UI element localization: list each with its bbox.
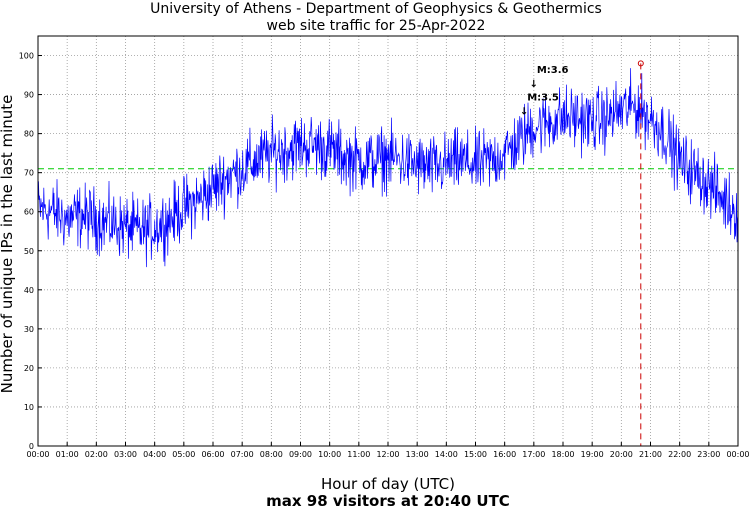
x-tick-label: 07:00 [231, 450, 254, 459]
x-tick-label: 15:00 [464, 450, 487, 459]
x-tick-label: 14:00 [435, 450, 458, 459]
y-tick-label: 30 [24, 325, 34, 334]
chart-subtitle: web site traffic for 25-Apr-2022 [267, 18, 486, 34]
grid-lines [38, 36, 738, 446]
x-tick-label: 08:00 [260, 450, 283, 459]
earthquake-label: M:3.5 [527, 92, 559, 103]
y-tick-label: 70 [24, 169, 34, 178]
y-tick-label: 50 [24, 247, 34, 256]
x-tick-label: 13:00 [406, 450, 429, 459]
y-tick-label: 10 [24, 403, 34, 412]
x-tick-label: 04:00 [143, 450, 166, 459]
x-axis-label: Hour of day (UTC) [321, 475, 455, 493]
x-tick-label: 05:00 [172, 450, 195, 459]
x-tick-label: 16:00 [493, 450, 516, 459]
y-tick-label: 40 [24, 286, 34, 295]
x-tick-label: 09:00 [289, 450, 312, 459]
x-tick-label: 19:00 [581, 450, 604, 459]
x-axis: 00:00 01:00 02:00 03:00 04:00 05:00 06:00 07:00… [26, 442, 750, 459]
x-tick-label: 18:00 [551, 450, 574, 459]
series-line [37, 68, 739, 268]
x-tick-label: 01:00 [56, 450, 79, 459]
x-tick-label: 20:00 [610, 450, 633, 459]
y-tick-label: 90 [24, 91, 34, 100]
x-tick-label: 03:00 [114, 450, 137, 459]
y-tick-label: 20 [24, 364, 34, 373]
x-tick-label: 10:00 [318, 450, 341, 459]
x-tick-label: 00:00 [26, 450, 49, 459]
x-tick-label: 00:00 [726, 450, 749, 459]
chart-title: University of Athens - Department of Geo… [150, 1, 602, 17]
summary-label: max 98 visitors at 20:40 UTC [266, 492, 510, 510]
x-tick-label: 17:00 [522, 450, 545, 459]
x-tick-label: 11:00 [347, 450, 370, 459]
arrow-icon: ↓ [530, 79, 538, 90]
x-tick-label: 22:00 [668, 450, 691, 459]
x-tick-label: 23:00 [697, 450, 720, 459]
y-tick-label: 80 [24, 130, 34, 139]
y-axis-label: Number of unique IPs in the last minute [0, 95, 16, 394]
y-tick-label: 100 [19, 52, 34, 61]
arrow-icon: ↓ [520, 106, 528, 117]
earthquake-label: M:3.6 [537, 65, 569, 76]
x-tick-label: 21:00 [639, 450, 662, 459]
y-tick-label: 0 [29, 442, 34, 451]
x-tick-label: 06:00 [201, 450, 224, 459]
max-marker [637, 60, 644, 67]
x-tick-label: 12:00 [376, 450, 399, 459]
y-axis: 0 10 20 30 40 50 60 70 80 90 100 [19, 52, 42, 451]
x-tick-label: 02:00 [85, 450, 108, 459]
annotations: M:3.5 ↓ M:3.6 ↓ [520, 65, 569, 117]
y-tick-label: 60 [24, 208, 34, 217]
